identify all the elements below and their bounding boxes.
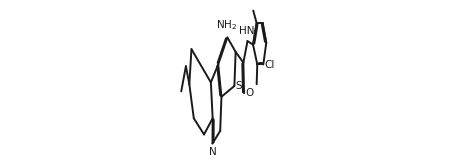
Text: HN: HN <box>239 26 255 36</box>
Text: NH$_2$: NH$_2$ <box>216 18 238 32</box>
Text: Cl: Cl <box>264 60 274 70</box>
Text: S: S <box>235 81 242 91</box>
Text: O: O <box>245 88 253 98</box>
Text: N: N <box>209 147 217 157</box>
